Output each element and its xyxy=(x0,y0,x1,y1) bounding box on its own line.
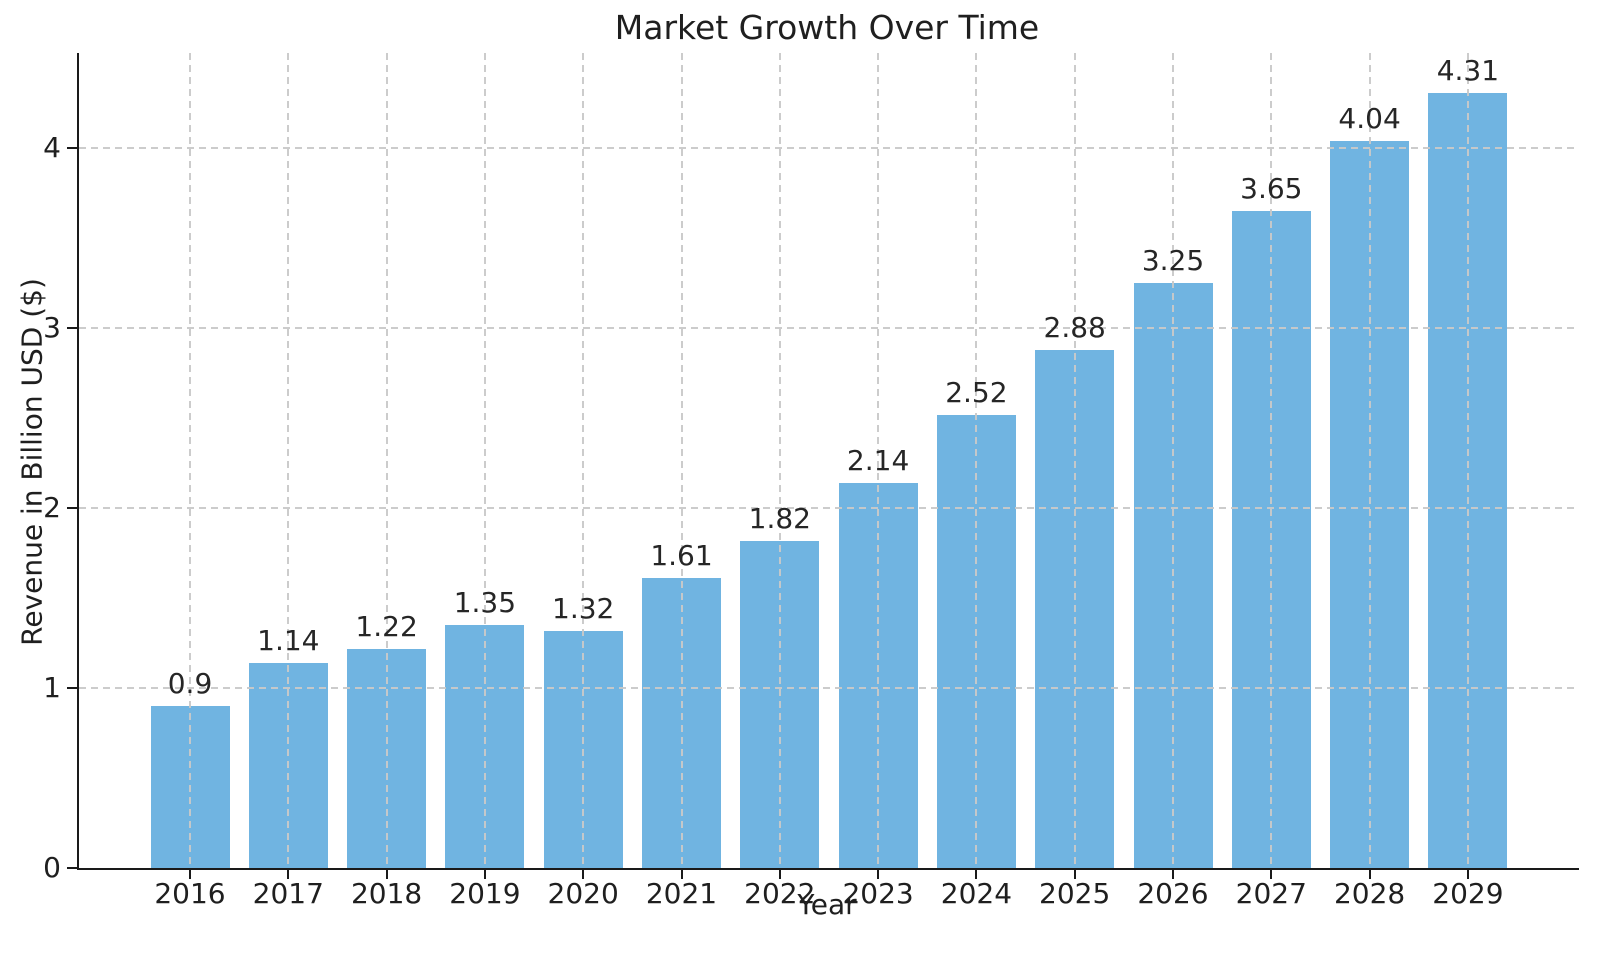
plot-area: 2016 0.9 2017 1.14 2018 1.22 2019 1.35 2020 1.32 2… xyxy=(43,53,1579,910)
gridline-vertical xyxy=(1466,53,1469,868)
bar-value-label: 1.61 xyxy=(650,539,713,573)
gridline-vertical xyxy=(778,53,781,868)
x-tick-mark xyxy=(483,868,486,879)
x-tick-label: 2028 xyxy=(1333,877,1406,910)
x-tick-label: 2026 xyxy=(1137,877,1209,910)
gridline-vertical xyxy=(1270,53,1273,868)
gridline-vertical xyxy=(385,53,388,868)
gridline-horizontal xyxy=(79,687,1579,690)
x-tick-label: 2020 xyxy=(547,877,619,910)
x-axis-label: Year xyxy=(797,888,857,921)
x-tick-mark xyxy=(975,868,978,879)
gridline-vertical xyxy=(877,53,880,868)
gridline-horizontal xyxy=(79,327,1579,330)
x-tick-label: 2023 xyxy=(842,877,914,910)
x-tick-label: 2016 xyxy=(154,877,226,910)
gridline-vertical xyxy=(680,53,683,868)
y-tick-label: 0 xyxy=(43,851,61,884)
bar-value-label: 3.25 xyxy=(1141,244,1205,278)
x-tick-mark xyxy=(778,868,781,879)
gridline-horizontal xyxy=(79,507,1579,510)
y-tick-mark xyxy=(67,147,79,150)
x-tick-label: 2024 xyxy=(940,877,1013,910)
y-tick-mark xyxy=(67,867,79,869)
x-tick-label: 2025 xyxy=(1039,877,1111,910)
bar-value-label: 3.65 xyxy=(1240,172,1303,206)
x-tick-label: 2019 xyxy=(449,877,521,910)
bar-value-label: 2.14 xyxy=(846,444,910,477)
x-tick-label: 2022 xyxy=(744,877,816,910)
x-tick-mark xyxy=(385,868,388,879)
bar-value-label: 4.31 xyxy=(1436,53,1500,87)
y-tick-label: 1 xyxy=(43,671,61,705)
y-tick-mark xyxy=(67,327,79,330)
y-tick-mark xyxy=(67,507,79,510)
bar-value-label: 1.22 xyxy=(355,609,418,643)
y-tick-label: 4 xyxy=(43,131,61,165)
x-tick-mark xyxy=(1368,868,1371,879)
y-tick-label: 2 xyxy=(43,491,61,525)
x-tick-mark xyxy=(189,868,191,879)
bar-value-label: 1.32 xyxy=(552,591,615,625)
chart-title: Market Growth Over Time xyxy=(614,8,1040,47)
x-tick-mark xyxy=(287,868,290,879)
x-tick-mark xyxy=(1172,868,1174,879)
gridline-vertical xyxy=(287,53,290,868)
bar-value-label: 4.04 xyxy=(1338,102,1401,136)
x-tick-mark xyxy=(1270,868,1273,879)
gridline-vertical xyxy=(483,53,486,868)
bar-value-label: 2.52 xyxy=(945,375,1008,409)
gridline-vertical xyxy=(1368,53,1371,868)
x-tick-label: 2017 xyxy=(252,877,324,910)
bar-value-label: 1.35 xyxy=(453,586,517,620)
x-tick-label: 2027 xyxy=(1235,877,1307,910)
bar-value-label: 2.88 xyxy=(1043,310,1106,344)
x-tick-mark xyxy=(1466,868,1469,879)
gridline-horizontal xyxy=(79,147,1579,150)
gridline-vertical xyxy=(1073,53,1076,868)
x-tick-label: 2021 xyxy=(645,877,718,910)
bar-value-label: 1.82 xyxy=(748,501,811,535)
bar-value-label: 1.14 xyxy=(257,623,320,657)
bar-value-label: 0.9 xyxy=(167,667,213,701)
x-tick-mark xyxy=(582,868,585,879)
gridline-vertical xyxy=(1172,53,1174,868)
x-tick-mark xyxy=(680,868,683,879)
x-tick-mark xyxy=(877,868,880,879)
x-tick-mark xyxy=(1073,868,1076,879)
gridline-vertical xyxy=(975,53,978,868)
gridline-vertical xyxy=(189,53,191,868)
y-tick-mark xyxy=(67,687,79,690)
x-tick-label: 2029 xyxy=(1432,877,1504,910)
gridline-vertical xyxy=(582,53,585,868)
x-tick-label: 2018 xyxy=(350,877,423,910)
y-tick-label: 3 xyxy=(43,311,61,345)
